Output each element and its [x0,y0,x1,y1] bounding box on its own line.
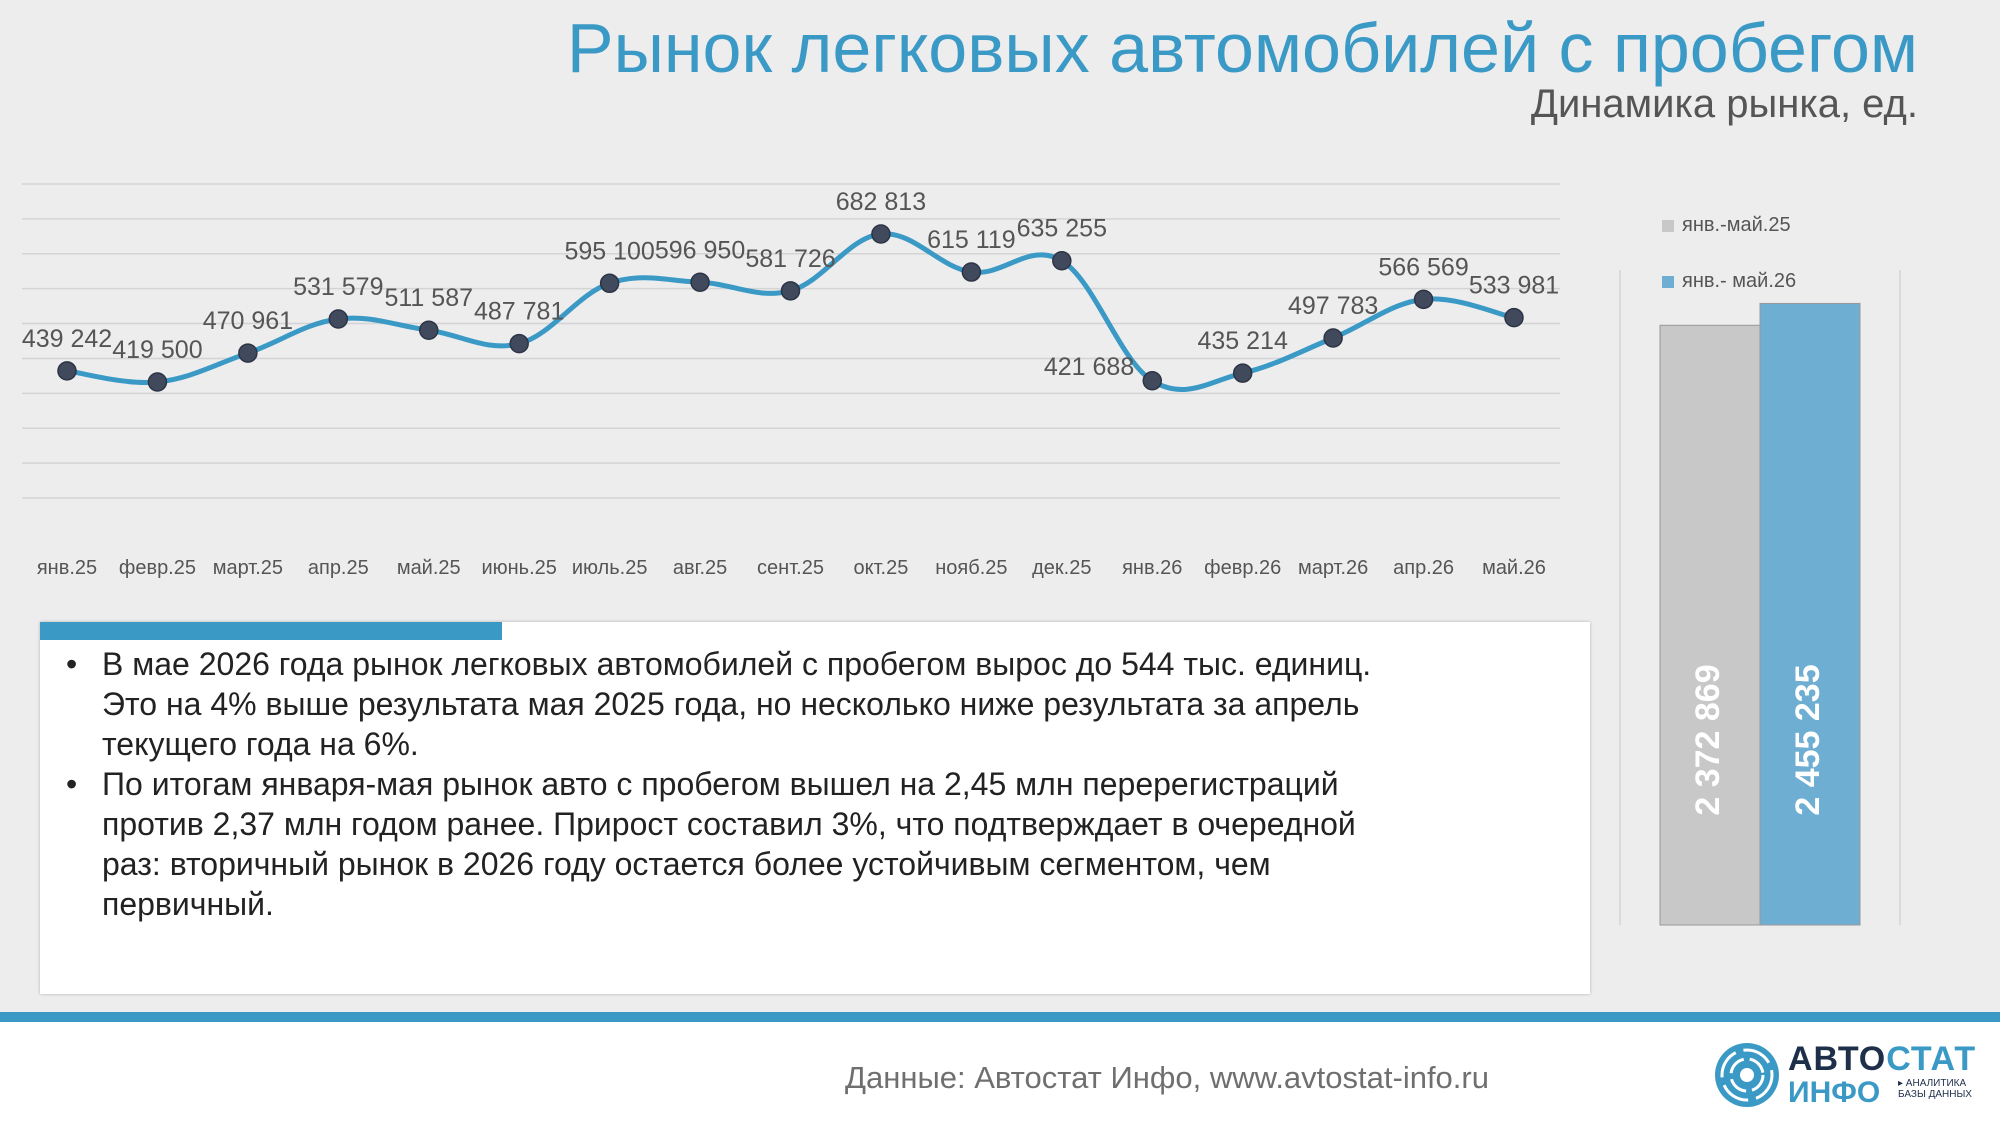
commentary-text: По итогам января-мая рынок авто с пробег… [102,766,1356,922]
x-tick-label: апр.25 [308,557,369,579]
logo-tagline-2: БАЗЫ ДАННЫХ [1898,1089,1972,1100]
data-point [1413,289,1434,310]
x-tick-label: июнь.25 [481,557,556,579]
logo-wordmark-bottom: ИНФО [1788,1076,1881,1109]
data-point [1142,371,1162,391]
data-point [509,333,529,354]
logo-word-avto: АВТО [1788,1040,1887,1078]
data-point [1052,250,1072,271]
avtostat-logo: АВТОСТАТ ИНФО ▸ АНАЛИТИКА БАЗЫ ДАННЫХ [1712,1040,1992,1110]
commentary-list: • В мае 2026 года рынок легковых автомоби… [40,622,1590,924]
data-label: 470 961 [203,307,293,335]
logo-emblem-icon [1715,1043,1779,1107]
logo-tagline-1: ▸ АНАЛИТИКА [1898,1078,1967,1089]
data-label: 615 119 [927,226,1016,254]
x-tick-label: янв.25 [37,557,97,579]
x-tick-label: апр.26 [1393,557,1454,579]
x-tick-label: май.25 [397,557,461,579]
line-chart: 439 242 янв.25 419 500 февр.25 470 961 март.2… [22,183,1560,579]
page-title: Рынок легковых автомобилей с пробегом [566,9,1918,87]
data-point [780,281,801,301]
commentary-box: • В мае 2026 года рынок легковых автомоби… [40,622,1590,994]
x-tick-label: март.25 [213,557,283,579]
data-point [871,224,891,244]
page-subtitle: Динамика рынка, ед. [1530,82,1918,126]
legend-swatch-2025 [1662,219,1674,232]
bullet: • [66,646,78,682]
data-label: 497 783 [1288,292,1378,320]
x-tick-label: окт.25 [854,557,909,579]
data-point [690,272,710,293]
data-label: 421 688 [1044,353,1134,381]
source-text: Данные: Автостат Инфо, www.avtostat-info… [845,1060,1489,1095]
bullet: • [66,766,78,802]
legend-swatch-2026 [1662,275,1674,288]
data-label: 596 950 [655,236,745,264]
commentary-item: • По итогам января-мая рынок авто с пробе… [66,764,1410,924]
data-point [328,309,349,329]
data-label: 531 579 [293,273,383,301]
bar [1759,302,1861,926]
x-tick-label: сент.25 [757,557,824,579]
legend-label-2026: янв.- май.26 [1682,270,1797,292]
x-tick-label: нояб.25 [935,557,1007,579]
series-line [66,231,1515,392]
data-point [147,372,168,392]
data-point [1504,307,1524,328]
data-label: 487 781 [474,298,564,326]
legend-label-2025: янв.-май.25 [1682,214,1791,236]
x-tick-label: март.26 [1298,557,1368,579]
logo-wordmark-top: АВТОСТАТ [1788,1040,1976,1079]
data-label: 682 813 [836,188,926,216]
bar-value-label: 2 372 869 [1689,664,1727,815]
bar-chart: 2 372 869 2 455 235 [1619,270,1901,926]
accent-bar [40,622,502,640]
data-point [419,320,439,340]
data-point [599,273,620,294]
data-label: 581 726 [745,245,835,273]
x-tick-label: май.26 [1482,557,1546,579]
bar-value-label: 2 455 235 [1789,664,1827,815]
x-tick-label: июль.25 [572,557,648,579]
legend-item-2025: янв.-май.25 [1662,214,1791,237]
data-label: 439 242 [22,325,112,353]
commentary-item: • В мае 2026 года рынок легковых автомоби… [66,644,1410,764]
data-label: 595 100 [564,237,654,265]
data-point [961,262,982,282]
footer [0,1022,2000,1130]
x-tick-label: дек.25 [1032,557,1091,579]
bar [1659,324,1761,926]
data-label: 635 255 [1017,215,1107,243]
data-label: 435 214 [1198,327,1288,355]
logo-tagline: ▸ АНАЛИТИКА БАЗЫ ДАННЫХ [1898,1078,1972,1100]
commentary-text: В мае 2026 года рынок легковых автомобил… [102,646,1372,762]
x-tick-label: февр.25 [119,557,196,579]
data-point [238,343,258,363]
x-tick-label: февр.26 [1204,557,1281,579]
data-label: 533 981 [1469,272,1559,300]
data-point [57,361,77,381]
legend-item-2026: янв.- май.26 [1662,270,1796,293]
logo-word-stat: СТАТ [1886,1040,1977,1078]
data-point [1232,363,1253,383]
data-point [1323,328,1343,348]
x-tick-label: янв.26 [1122,557,1182,579]
data-label: 511 587 [384,284,473,312]
footer-rule [0,1012,2000,1022]
data-label: 566 569 [1378,253,1468,281]
x-tick-label: авг.25 [673,557,727,579]
data-label: 419 500 [112,336,202,364]
